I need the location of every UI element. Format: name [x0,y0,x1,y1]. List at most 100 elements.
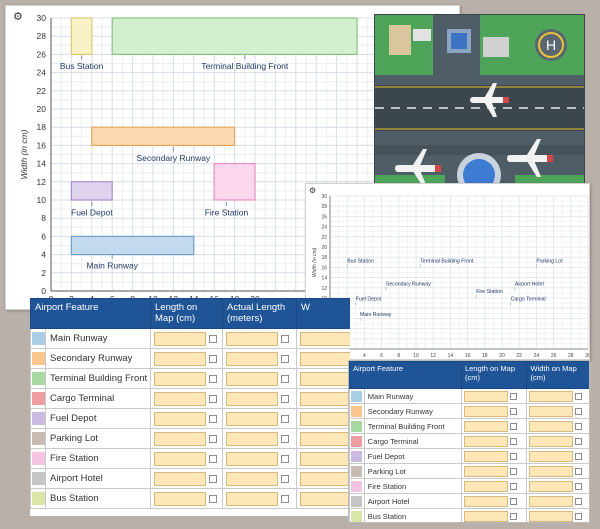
airport-feature-table: Airport Feature Length on Map (cm) Actua… [30,298,350,509]
value-input[interactable] [226,371,278,386]
y-tick-label: 12 [321,286,327,292]
check-box[interactable] [209,434,217,443]
check-box[interactable] [281,394,289,403]
check-box[interactable] [209,394,217,403]
gear-icon[interactable]: ⚙ [13,11,23,23]
value-input[interactable] [154,411,206,426]
value-input[interactable] [226,411,278,426]
check-box[interactable] [509,497,517,505]
value-input[interactable] [154,371,206,386]
check-box[interactable] [509,512,517,520]
value-input[interactable] [529,495,574,507]
value-input[interactable] [300,391,350,406]
feature-name: Main Runway [45,328,151,349]
value-input[interactable] [529,390,574,402]
value-input[interactable] [463,390,508,402]
color-swatch-cell [30,488,46,509]
check-box[interactable] [575,452,583,460]
value-input[interactable] [463,480,508,492]
value-input[interactable] [154,471,206,486]
check-box[interactable] [209,414,217,423]
value-input[interactable] [463,495,508,507]
feature-rect[interactable] [111,17,358,56]
value-input[interactable] [463,435,508,447]
value-input[interactable] [529,435,574,447]
color-swatch-cell [30,408,46,429]
check-box[interactable] [281,414,289,423]
check-box[interactable] [575,497,583,505]
value-input[interactable] [154,491,206,506]
check-box[interactable] [575,512,583,520]
value-input[interactable] [300,371,350,386]
value-input[interactable] [300,491,350,506]
feature-name: Secondary Runway [45,348,151,369]
value-input[interactable] [154,451,206,466]
check-box[interactable] [509,407,517,415]
feature-rect[interactable] [91,126,236,146]
check-box[interactable] [509,467,517,475]
check-box[interactable] [281,494,289,503]
check-box[interactable] [575,392,583,400]
check-box[interactable] [281,374,289,383]
value-input[interactable] [226,471,278,486]
check-box[interactable] [509,452,517,460]
check-box[interactable] [509,482,517,490]
y-tick-label: 30 [321,194,327,200]
value-cell [222,348,297,369]
value-cell [296,388,350,409]
color-swatch [31,492,45,505]
check-box[interactable] [575,422,583,430]
value-input[interactable] [529,405,574,417]
check-box[interactable] [281,334,289,343]
feature-rect[interactable] [213,163,256,201]
value-input[interactable] [463,420,508,432]
check-box[interactable] [575,407,583,415]
value-input[interactable] [154,391,206,406]
check-box[interactable] [281,354,289,363]
value-input[interactable] [226,431,278,446]
value-input[interactable] [226,391,278,406]
value-cell [526,478,589,494]
value-input[interactable] [463,450,508,462]
check-box[interactable] [209,334,217,343]
check-box[interactable] [281,434,289,443]
check-box[interactable] [575,437,583,445]
check-box[interactable] [209,374,217,383]
value-input[interactable] [300,431,350,446]
value-input[interactable] [154,351,206,366]
feature-rect[interactable] [70,17,93,56]
value-input[interactable] [529,420,574,432]
feature-rect[interactable] [70,181,113,201]
check-box[interactable] [209,494,217,503]
value-input[interactable] [154,331,206,346]
feature-rect[interactable] [70,235,195,256]
value-input[interactable] [300,471,350,486]
value-input[interactable] [529,510,574,522]
value-input[interactable] [226,331,278,346]
value-input[interactable] [226,491,278,506]
value-input[interactable] [300,331,350,346]
value-input[interactable] [154,431,206,446]
value-input[interactable] [463,405,508,417]
value-input[interactable] [300,351,350,366]
check-box[interactable] [209,454,217,463]
value-input[interactable] [226,451,278,466]
value-input[interactable] [300,411,350,426]
value-input[interactable] [300,451,350,466]
check-box[interactable] [209,354,217,363]
check-box[interactable] [575,467,583,475]
value-input[interactable] [529,450,574,462]
value-input[interactable] [529,465,574,477]
value-input[interactable] [226,351,278,366]
value-input[interactable] [463,465,508,477]
check-box[interactable] [509,422,517,430]
value-input[interactable] [529,480,574,492]
gear-icon[interactable]: ⚙ [309,186,317,195]
check-box[interactable] [281,454,289,463]
check-box[interactable] [281,474,289,483]
check-box[interactable] [575,482,583,490]
check-box[interactable] [209,474,217,483]
check-box[interactable] [509,437,517,445]
value-input[interactable] [463,510,508,522]
check-box[interactable] [509,392,517,400]
